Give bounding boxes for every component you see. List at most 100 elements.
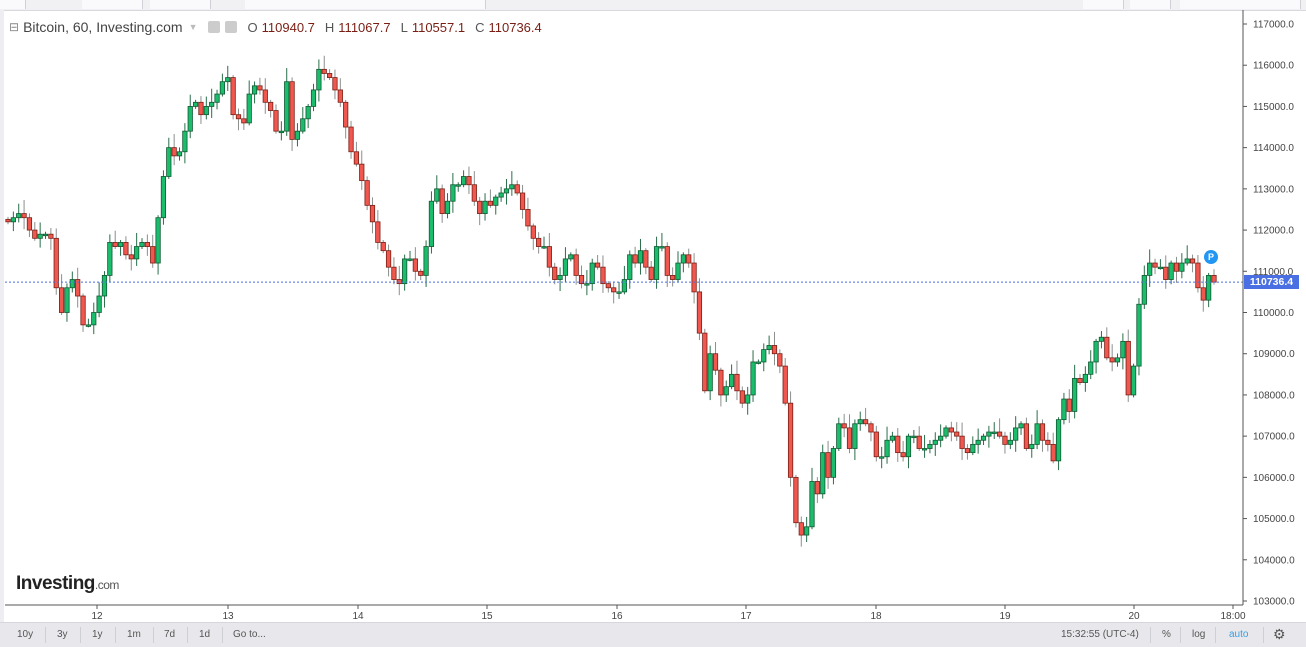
toolbar-button[interactable] xyxy=(0,0,26,9)
range-10y[interactable]: 10y xyxy=(17,629,34,640)
candle-body-up xyxy=(889,435,896,441)
candle-body-down xyxy=(964,448,971,454)
candle xyxy=(434,175,440,204)
candle-body-up xyxy=(975,439,981,445)
candle xyxy=(739,386,745,408)
candle xyxy=(1077,374,1083,386)
goto-button[interactable]: Go to... xyxy=(233,629,266,640)
x-tick-label: 19 xyxy=(999,611,1011,622)
toolbar-button[interactable] xyxy=(150,0,211,9)
candle-body-down xyxy=(1211,275,1217,283)
candle xyxy=(975,428,981,454)
candle-body-down xyxy=(1109,357,1115,363)
candle-body-down xyxy=(712,353,719,371)
candle xyxy=(852,419,858,461)
p-badge[interactable]: P xyxy=(1204,250,1218,264)
candle xyxy=(1018,421,1024,435)
candle-body-up xyxy=(423,246,429,276)
candle-body-down xyxy=(863,419,869,425)
gear-icon[interactable] xyxy=(224,21,237,33)
toolbar-button[interactable] xyxy=(1180,0,1301,9)
candle-body-down xyxy=(380,242,386,252)
candle-body-down xyxy=(739,390,745,404)
candle xyxy=(107,234,113,283)
candle xyxy=(948,421,954,442)
candle xyxy=(21,199,27,230)
candle xyxy=(980,433,987,446)
chevron-down-icon[interactable]: ▼ xyxy=(188,22,198,32)
candle xyxy=(836,417,842,451)
candle xyxy=(219,73,225,97)
auto-toggle[interactable]: auto xyxy=(1229,629,1249,640)
candle xyxy=(546,232,552,277)
candle xyxy=(1157,259,1163,270)
range-1m[interactable]: 1m xyxy=(127,629,141,640)
candle xyxy=(289,77,295,151)
candle-body-up xyxy=(1029,443,1035,449)
candle-body-up xyxy=(1034,423,1040,445)
candle xyxy=(895,428,901,462)
toolbar-button[interactable] xyxy=(82,0,143,9)
log-toggle[interactable]: log xyxy=(1192,629,1206,640)
y-tick-label: 108000.0 xyxy=(1253,390,1295,401)
collapse-icon[interactable]: ⊟ xyxy=(9,20,20,34)
y-tick-label: 103000.0 xyxy=(1253,597,1295,608)
candle-body-up xyxy=(182,130,188,153)
candle-body-up xyxy=(305,106,311,120)
high-label: H xyxy=(324,19,335,35)
candle-body-down xyxy=(702,332,708,392)
candle xyxy=(5,216,11,225)
toolbar-button[interactable] xyxy=(1130,0,1171,9)
candle-body-up xyxy=(117,242,124,247)
candle xyxy=(857,411,863,431)
y-tick-label: 111000.0 xyxy=(1253,267,1294,278)
candle-body-up xyxy=(1013,427,1019,441)
symbol-title[interactable]: Bitcoin, 60, Investing.com xyxy=(23,19,183,35)
range-1y[interactable]: 1y xyxy=(92,629,103,640)
candle-body-up xyxy=(616,291,622,294)
candle xyxy=(889,431,896,443)
candle-body-down xyxy=(536,237,542,247)
candle-body-up xyxy=(1136,303,1142,367)
candle-body-up xyxy=(1088,361,1094,375)
candle-body-up xyxy=(498,192,504,198)
candle xyxy=(820,444,826,499)
candle xyxy=(380,239,386,254)
candle xyxy=(653,236,660,289)
candle-body-down xyxy=(75,279,81,297)
candle xyxy=(552,262,558,285)
candle-body-down xyxy=(686,254,692,264)
percent-toggle[interactable]: % xyxy=(1162,629,1171,640)
range-3y[interactable]: 3y xyxy=(57,629,68,640)
toolbar-button[interactable] xyxy=(245,0,486,9)
candle xyxy=(182,123,188,164)
candle-body-up xyxy=(284,81,290,132)
gear-icon[interactable]: ⚙ xyxy=(1273,626,1286,642)
candle xyxy=(316,59,322,102)
candle-body-up xyxy=(402,258,408,285)
candle-body-down xyxy=(670,275,676,280)
candle-body-up xyxy=(187,106,193,132)
y-tick-label: 112000.0 xyxy=(1253,226,1294,237)
candle-body-up xyxy=(1007,439,1013,445)
candle xyxy=(921,434,928,458)
candle-body-up xyxy=(991,431,997,434)
range-7d[interactable]: 7d xyxy=(164,629,176,640)
toolbar-button[interactable] xyxy=(1083,0,1124,9)
candle xyxy=(498,186,504,202)
candle-body-down xyxy=(32,229,38,239)
candle-body-down xyxy=(1045,439,1051,445)
candle xyxy=(246,80,252,126)
price-chart[interactable]: 117000.0 116000.0 115000.0 114000.0 113000.0… xyxy=(0,0,1306,622)
candle xyxy=(621,265,628,295)
candle xyxy=(450,172,456,213)
candle xyxy=(91,302,97,335)
candle xyxy=(1104,327,1110,361)
candle-body-up xyxy=(155,217,161,264)
eye-icon[interactable] xyxy=(207,21,220,33)
range-1d[interactable]: 1d xyxy=(199,629,211,640)
candle xyxy=(1179,253,1185,279)
candle-body-up xyxy=(836,423,842,449)
x-tick-label: 12 xyxy=(91,611,103,622)
candle xyxy=(884,426,890,464)
